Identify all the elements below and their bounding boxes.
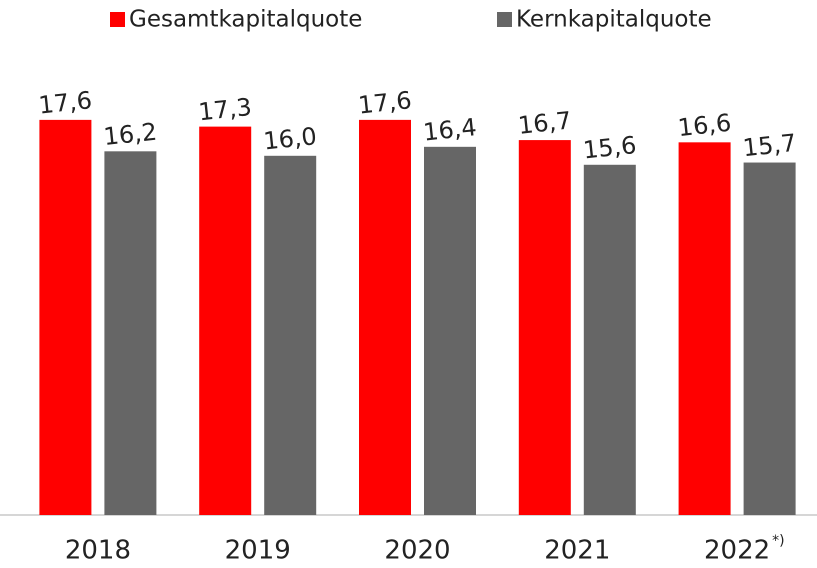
bar xyxy=(199,126,252,516)
bar xyxy=(678,142,731,515)
x-tick-label: 2018 xyxy=(65,536,131,566)
x-tick-label: 2019 xyxy=(225,536,291,566)
data-label: 16,7 xyxy=(517,106,573,139)
bar xyxy=(518,140,571,515)
data-label: 17,6 xyxy=(357,86,413,119)
bar xyxy=(104,151,157,515)
bar xyxy=(264,155,317,516)
legend-swatch xyxy=(110,12,125,27)
legend-label: Gesamtkapitalquote xyxy=(129,7,362,33)
data-label: 17,3 xyxy=(197,93,253,126)
data-label: 16,4 xyxy=(422,113,478,146)
x-tick-label: 2021 xyxy=(544,536,610,566)
legend-swatch xyxy=(497,12,512,27)
x-tick-label: 2020 xyxy=(384,536,450,566)
legend-label: Kernkapitalquote xyxy=(516,7,712,33)
x-tick-label: 2022 xyxy=(704,536,770,566)
bar xyxy=(583,164,636,515)
category-note: *) xyxy=(772,533,784,549)
data-label: 16,6 xyxy=(676,109,732,142)
bar xyxy=(359,119,411,515)
data-label: 16,2 xyxy=(102,118,158,151)
data-label: 16,0 xyxy=(262,122,318,155)
data-label: 15,7 xyxy=(741,129,797,162)
bar xyxy=(424,146,476,515)
data-label: 15,6 xyxy=(582,131,638,164)
data-label: 17,6 xyxy=(37,86,93,119)
bar xyxy=(743,162,796,515)
bar xyxy=(39,119,92,515)
